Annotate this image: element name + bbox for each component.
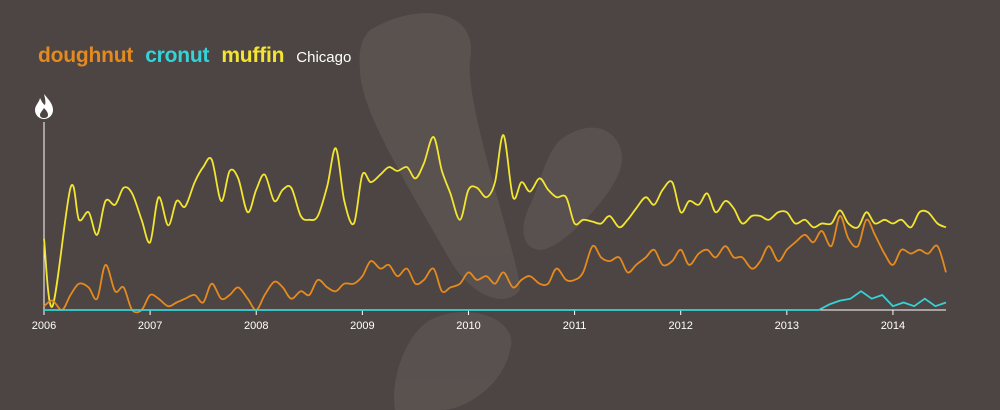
- x-tick-label: 2009: [350, 320, 374, 332]
- series-line-doughnut: [43, 215, 947, 314]
- x-tick-2006: 2006: [32, 310, 56, 332]
- watermark-petal-top: [359, 13, 520, 299]
- x-tick-2009: 2009: [350, 310, 375, 332]
- flame-icon: [35, 94, 53, 119]
- x-tick-label: 2012: [668, 320, 692, 332]
- x-tick-2012: 2012: [668, 310, 693, 332]
- legend-cronut[interactable]: cronut: [145, 44, 210, 67]
- x-tick-label: 2014: [881, 320, 905, 332]
- watermark-petal-bottom: [394, 311, 512, 410]
- x-tick-label: 2011: [563, 320, 587, 332]
- x-tick-2008: 2008: [244, 310, 268, 332]
- legend-muffin[interactable]: muffin: [221, 44, 285, 67]
- x-tick-label: 2007: [138, 320, 162, 332]
- watermark-petal-right: [523, 127, 622, 250]
- x-tick-2013: 2013: [775, 310, 799, 332]
- series-lines: [43, 134, 947, 314]
- x-tick-2011: 2011: [563, 310, 587, 332]
- legend: doughnut cronut muffin Chicago: [38, 44, 351, 68]
- x-axis-ticks: 2006 2007 2008 2009 2010 2011 2012 2013 2014: [32, 310, 905, 332]
- location-label: Chicago: [296, 49, 352, 66]
- x-tick-label: 2008: [244, 320, 268, 332]
- x-tick-label: 2006: [32, 320, 56, 332]
- series-line-cronut: [44, 290, 947, 311]
- x-tick-label: 2010: [456, 320, 480, 332]
- series-line-muffin: [43, 134, 947, 308]
- yelp-burst-watermark: [359, 13, 622, 410]
- x-tick-2014: 2014: [881, 310, 905, 332]
- x-tick-label: 2013: [775, 320, 799, 332]
- x-tick-2007: 2007: [138, 310, 162, 332]
- legend-doughnut[interactable]: doughnut: [38, 44, 134, 67]
